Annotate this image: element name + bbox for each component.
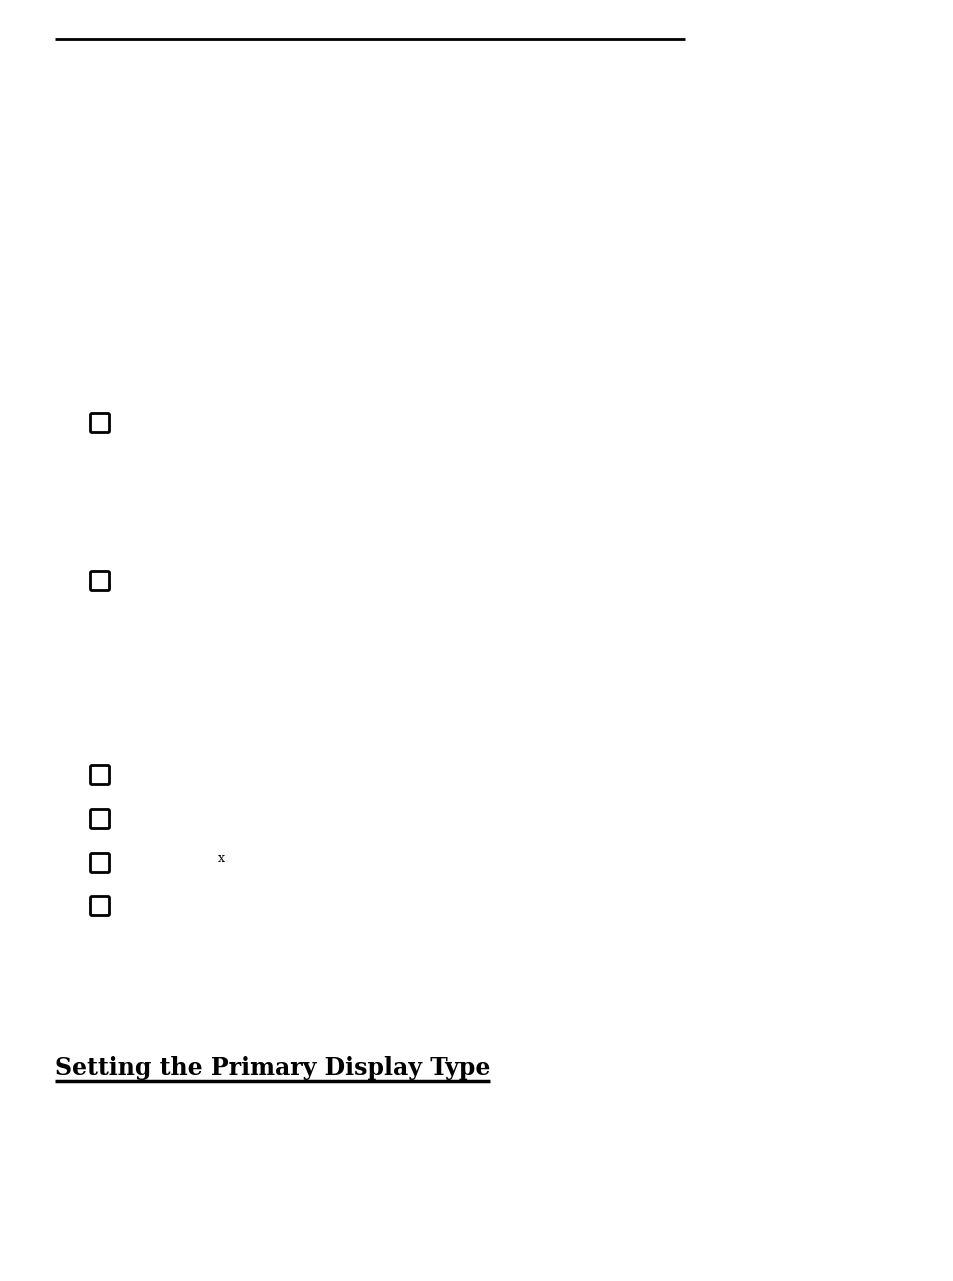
FancyBboxPatch shape (91, 897, 110, 916)
Text: Setting the Primary Display Type: Setting the Primary Display Type (55, 1056, 490, 1080)
FancyBboxPatch shape (91, 571, 110, 591)
Text: x: x (218, 852, 225, 866)
FancyBboxPatch shape (91, 810, 110, 829)
FancyBboxPatch shape (91, 766, 110, 784)
FancyBboxPatch shape (91, 414, 110, 433)
FancyBboxPatch shape (91, 853, 110, 872)
